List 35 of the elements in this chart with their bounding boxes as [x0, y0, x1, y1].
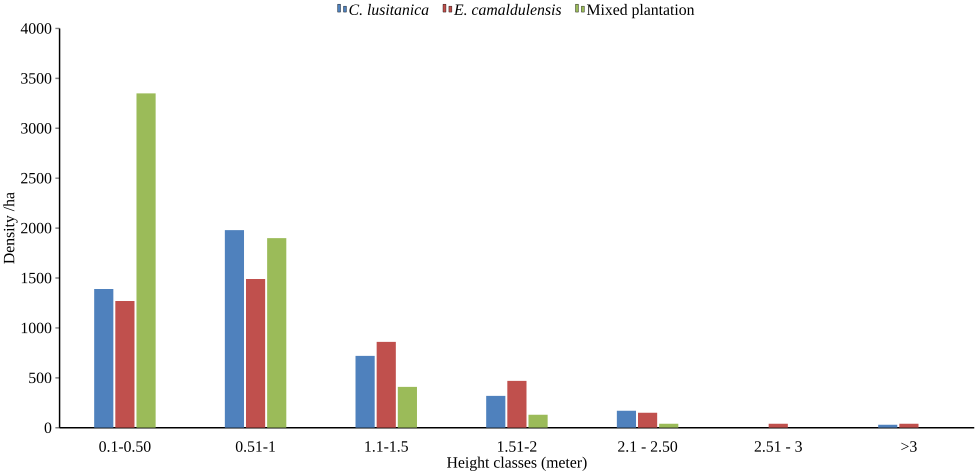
bar — [356, 356, 375, 428]
bar — [638, 412, 658, 428]
bar — [528, 414, 548, 428]
legend-label: Mixed plantation — [586, 4, 694, 18]
x-tick-label: 0.51-1 — [236, 441, 275, 452]
y-tick-label: 3000 — [21, 122, 52, 134]
x-tick-label: 1.1-1.5 — [365, 441, 408, 452]
y-tick-label: 1000 — [22, 322, 52, 334]
y-tick-label: 3500 — [21, 72, 52, 84]
bar — [246, 278, 266, 428]
bar — [486, 396, 506, 428]
x-axis-title: Height classes (meter) — [447, 456, 587, 471]
y-tick-label: 2500 — [21, 172, 52, 184]
x-tick-label: >3 — [901, 441, 917, 452]
bar — [376, 342, 396, 428]
bar — [507, 380, 527, 428]
bar — [267, 238, 286, 428]
bar — [398, 386, 417, 428]
y-axis-title: Density /ha — [3, 192, 18, 264]
bar — [115, 300, 134, 428]
legend-label: E. camaldulensis — [454, 4, 562, 15]
x-tick-label: 0.1-0.50 — [99, 441, 151, 452]
bar — [136, 93, 156, 428]
y-tick-label: 4000 — [20, 23, 52, 34]
y-tick-label: 1500 — [22, 272, 52, 284]
y-tick-label: 2000 — [21, 222, 52, 234]
y-tick-label: 0 — [44, 422, 52, 433]
bar — [94, 288, 114, 428]
x-tick-label: 2.1 - 2.50 — [618, 441, 678, 452]
x-tick-label: 1.51-2 — [498, 441, 536, 452]
x-tick-label: 2.51 - 3 — [754, 441, 802, 452]
bar — [224, 230, 244, 428]
bar — [616, 410, 636, 428]
legend-label: C. lusitanica — [349, 4, 428, 15]
y-tick-label: 500 — [29, 372, 52, 384]
